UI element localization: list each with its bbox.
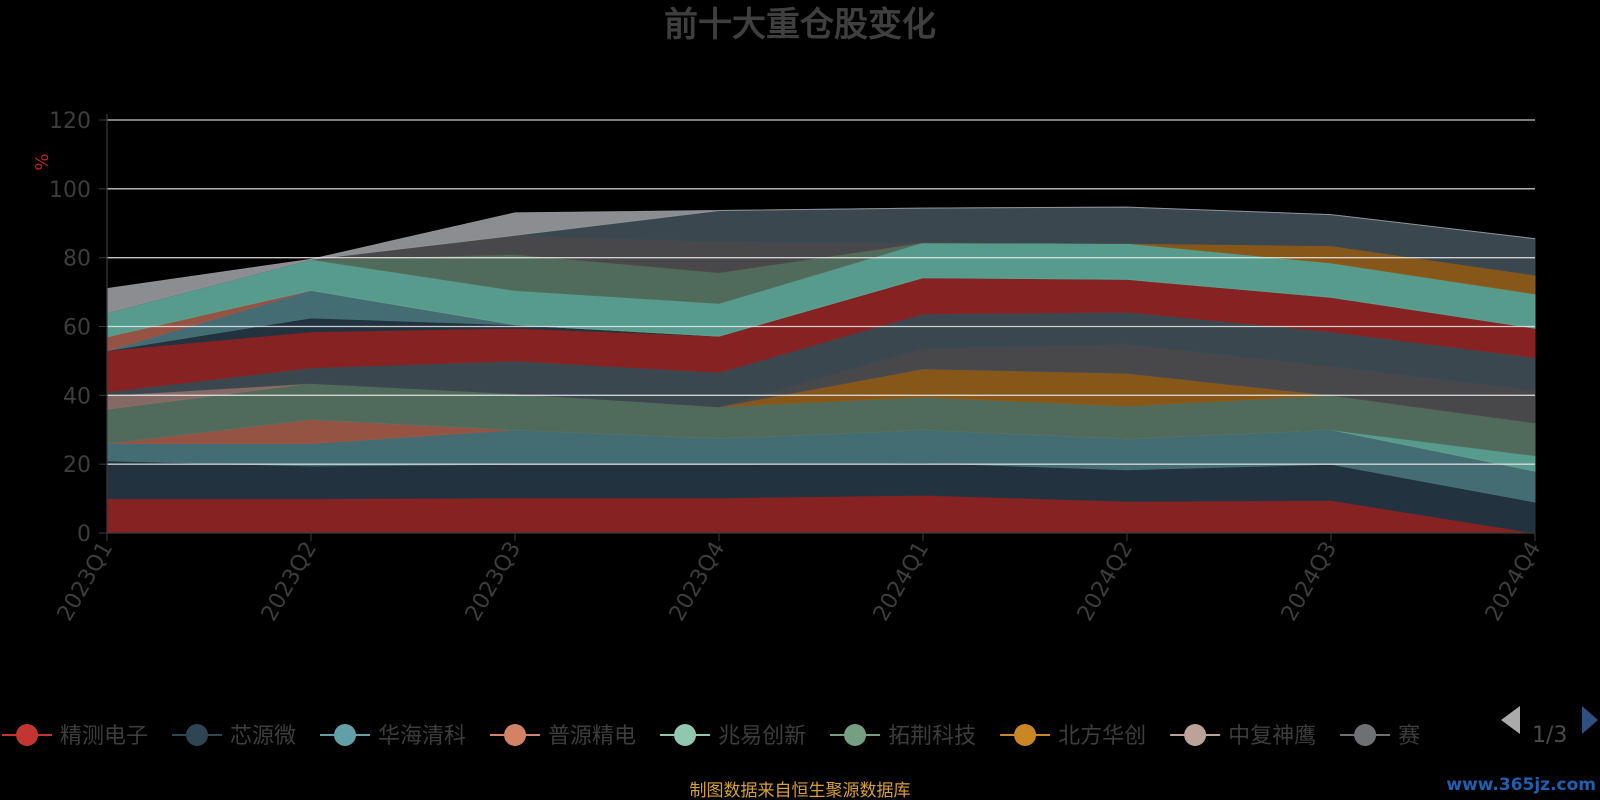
x-tick-label: 2024Q1 — [869, 538, 934, 626]
legend: 精测电子 芯源微 华海清科 普源精电 兆易创新 拓荆科技 北方华创 中复神鹰 赛 — [2, 724, 1420, 749]
legend-item[interactable]: 拓荆科技 — [830, 724, 976, 749]
legend-label: 兆易创新 — [718, 724, 806, 749]
legend-label: 精测电子 — [60, 724, 148, 749]
legend-label: 普源精电 — [548, 724, 636, 749]
chart-title: 前十大重仓股变化 — [664, 5, 936, 45]
legend-marker-icon — [1184, 724, 1207, 746]
y-tick-label: 60 — [63, 316, 91, 341]
watermark: www.365jz.com — [1446, 775, 1596, 795]
legend-marker-icon — [186, 724, 209, 746]
x-tick-label: 2023Q3 — [461, 538, 526, 626]
y-axis-unit: % — [32, 153, 53, 170]
legend-item[interactable]: 华海清科 — [320, 724, 466, 749]
legend-item[interactable]: 中复神鹰 — [1170, 724, 1316, 749]
x-tick-label: 2023Q2 — [257, 538, 322, 626]
legend-pager: 1/3 — [1501, 706, 1598, 748]
legend-item[interactable]: 赛 — [1340, 724, 1420, 749]
legend-label: 北方华创 — [1058, 724, 1146, 749]
x-tick-label: 2023Q4 — [665, 538, 730, 626]
gridlines: 0 20 40 60 80 100 120 — [49, 109, 1535, 547]
legend-item[interactable]: 兆易创新 — [660, 724, 806, 749]
legend-marker-icon — [1014, 724, 1037, 746]
y-tick-label: 100 — [49, 178, 91, 203]
legend-marker-icon — [504, 724, 527, 746]
legend-item[interactable]: 北方华创 — [1000, 724, 1146, 749]
y-tick-label: 40 — [63, 384, 91, 409]
legend-item[interactable]: 芯源微 — [172, 724, 296, 749]
stacked-areas — [106, 206, 1536, 534]
x-tick-label: 2023Q1 — [53, 538, 118, 626]
legend-marker-icon — [1354, 724, 1377, 746]
y-tick-label: 120 — [49, 109, 91, 134]
area-series-19 — [106, 206, 1536, 314]
y-tick-label: 20 — [63, 453, 91, 478]
legend-marker-icon — [674, 724, 697, 746]
x-tick-label: 2024Q4 — [1481, 538, 1546, 626]
legend-label: 赛 — [1398, 724, 1420, 749]
legend-page-indicator: 1/3 — [1532, 723, 1567, 748]
legend-label: 芯源微 — [230, 724, 296, 749]
legend-prev-icon[interactable] — [1501, 706, 1520, 734]
legend-label: 拓荆科技 — [888, 724, 976, 749]
x-tick-label: 2024Q2 — [1073, 538, 1138, 626]
legend-label: 中复神鹰 — [1228, 724, 1316, 749]
legend-item[interactable]: 精测电子 — [2, 724, 148, 749]
data-source-note: 制图数据来自恒生聚源数据库 — [690, 781, 911, 800]
legend-item[interactable]: 普源精电 — [490, 724, 636, 749]
legend-marker-icon — [334, 724, 357, 746]
legend-label: 华海清科 — [378, 724, 466, 749]
legend-marker-icon — [16, 724, 38, 746]
x-tick-label: 2024Q3 — [1277, 538, 1342, 626]
legend-next-icon[interactable] — [1582, 706, 1598, 734]
y-tick-label: 0 — [77, 522, 91, 547]
y-tick-label: 80 — [63, 247, 91, 272]
legend-marker-icon — [844, 724, 867, 746]
